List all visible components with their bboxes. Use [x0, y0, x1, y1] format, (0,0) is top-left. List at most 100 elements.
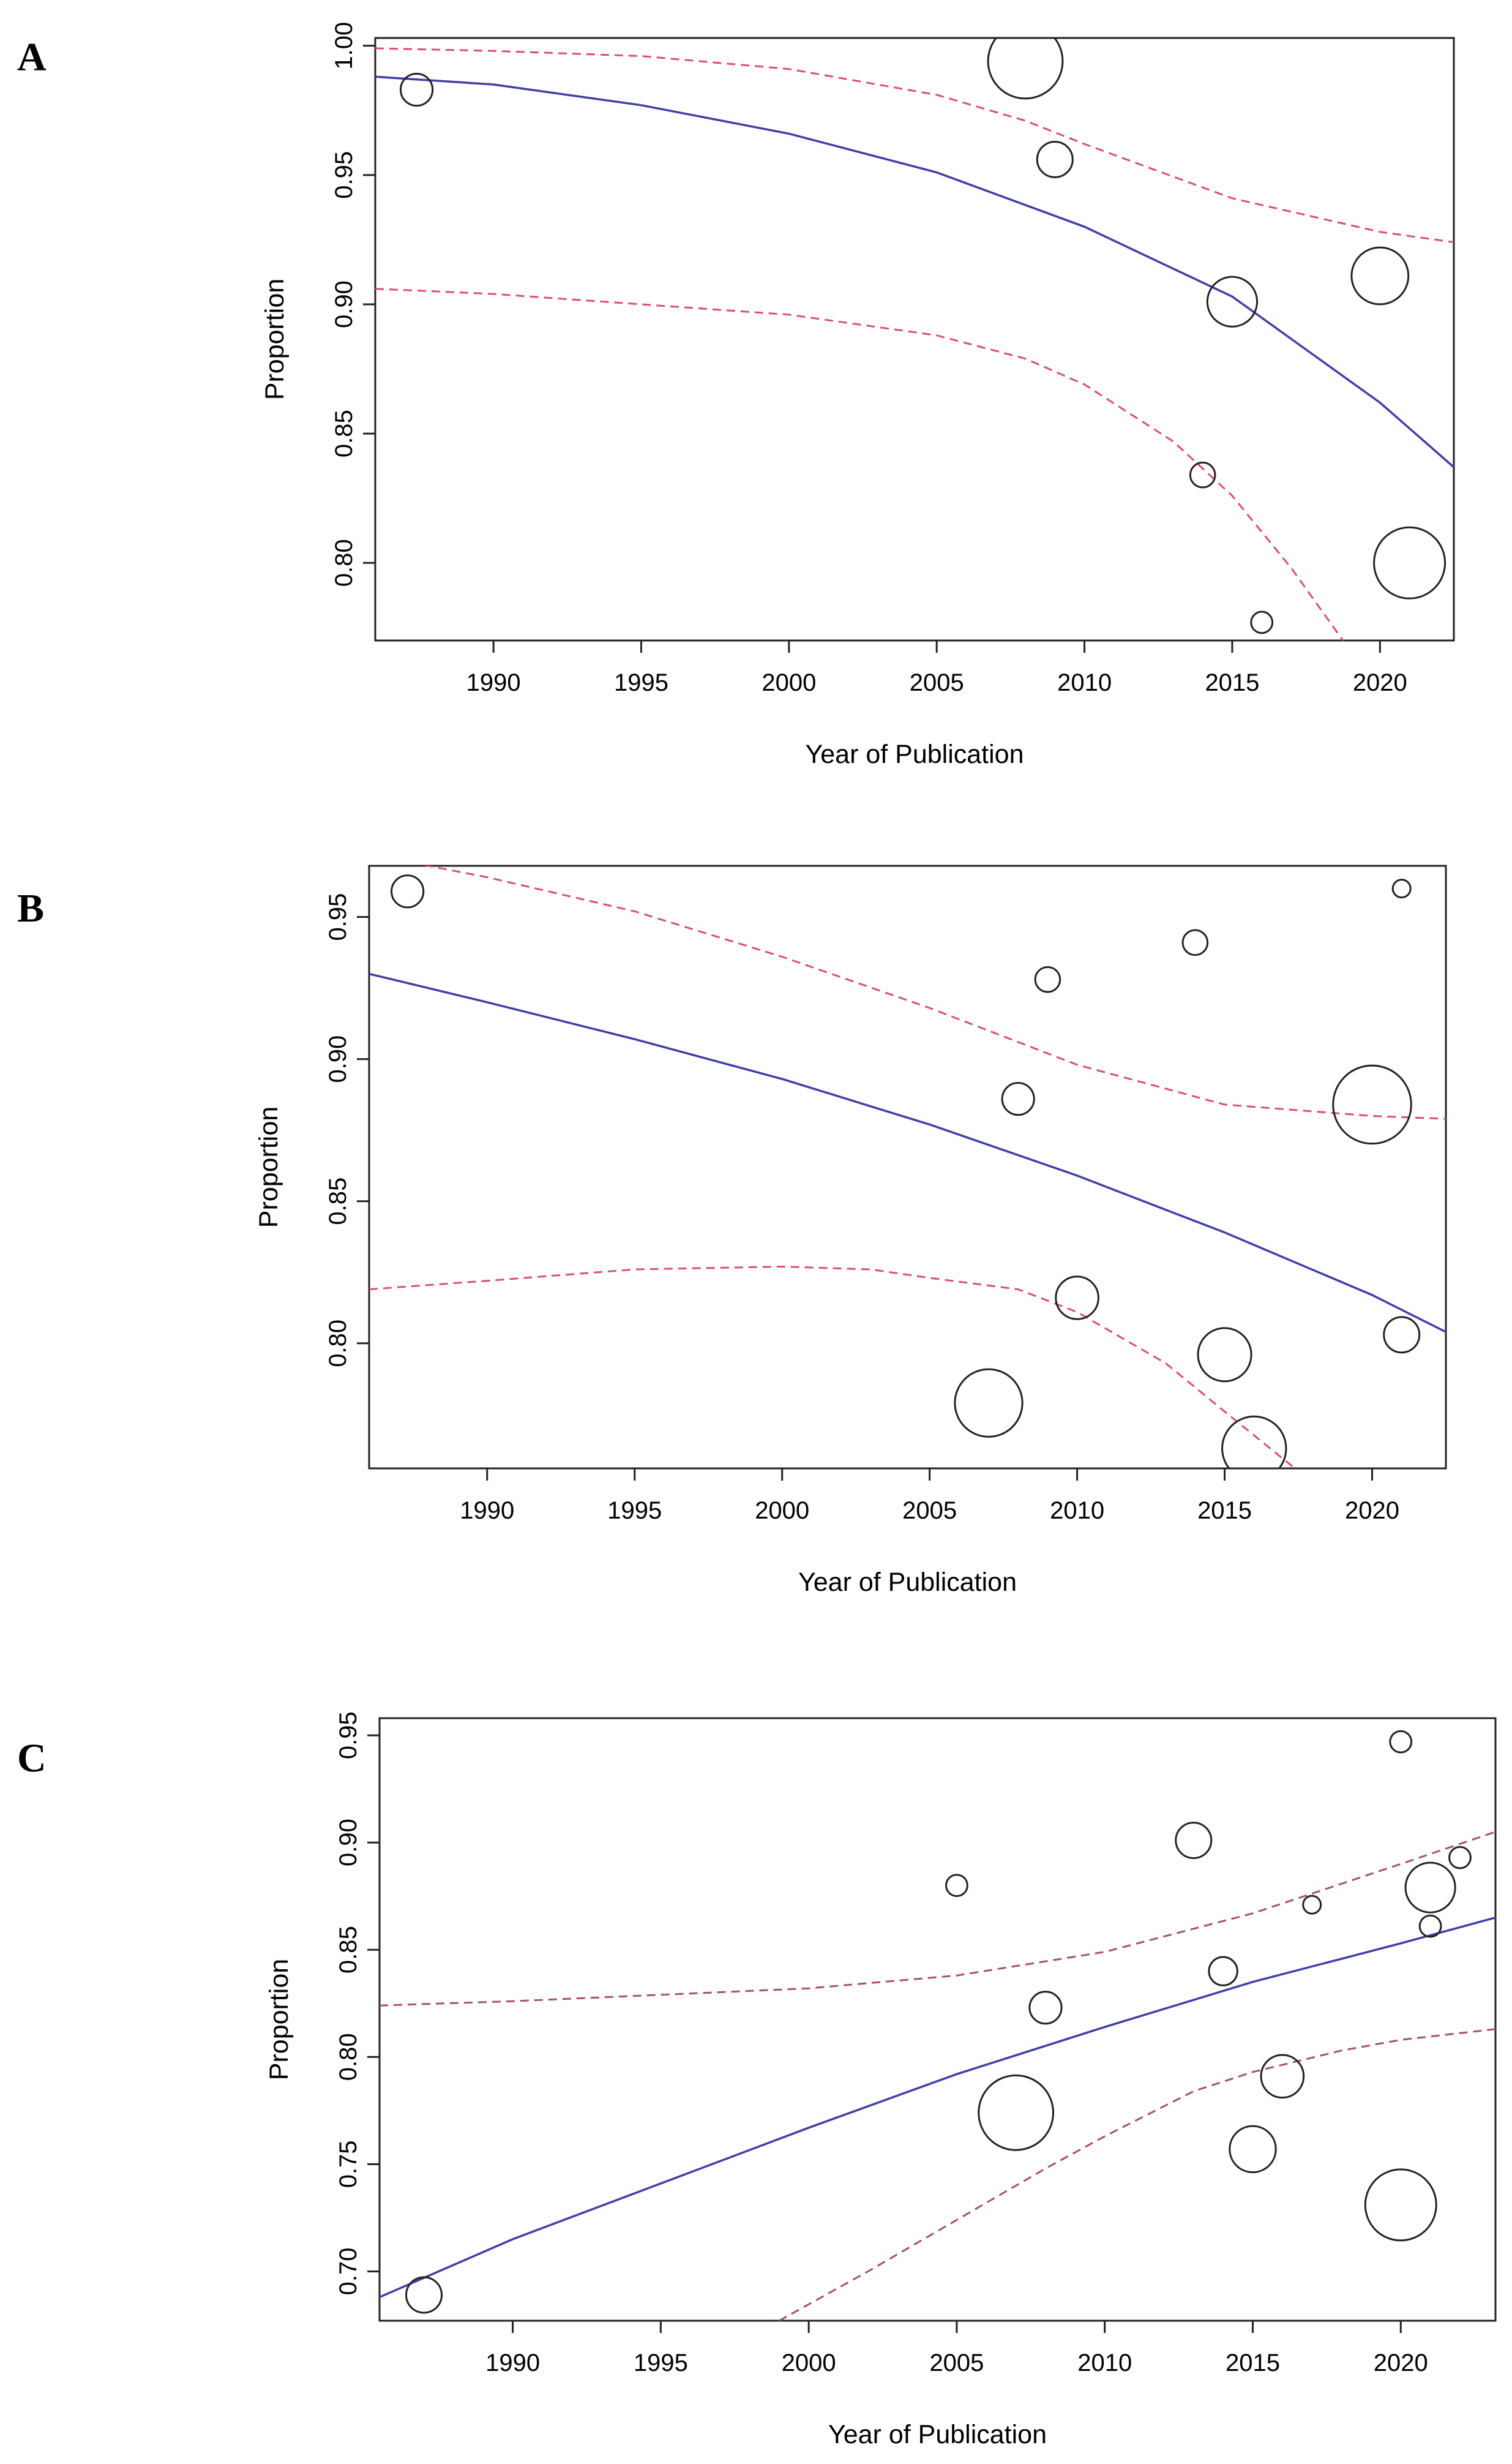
chart-b-ytick-label-0.95: 0.95 [324, 893, 351, 941]
chart-a-point-1 [399, 72, 434, 107]
chart-b-point-3 [1001, 1082, 1035, 1116]
chart-a-point-7 [1350, 246, 1410, 306]
chart-c-ci-upper [380, 1831, 1495, 2007]
chart-c-point-9 [1302, 1895, 1322, 1915]
chart-a-xtick-label-2005: 2005 [910, 669, 964, 696]
chart-c-point-5 [1175, 1822, 1213, 1860]
chart-c-points [405, 1730, 1472, 2314]
chart-c-frame [378, 1717, 1497, 2322]
chart-b-xtick-label-1995: 1995 [607, 1497, 662, 1524]
chart-b-ytick-label-0.85: 0.85 [324, 1178, 351, 1225]
chart-a-xtick-label-2020: 2020 [1353, 669, 1407, 696]
panel-letter-c: C [17, 1736, 47, 1781]
chart-b-fit-line [369, 972, 1446, 1333]
chart-b-ylabel: Proportion [254, 1106, 283, 1228]
chart-a-frame [374, 37, 1455, 642]
chart-c-point-4 [1028, 1991, 1063, 2025]
chart-a-fit-line [375, 75, 1454, 468]
chart-c-point-12 [1404, 1861, 1456, 1914]
chart-c-fit-line [380, 1917, 1495, 2299]
chart-b-point-7 [1197, 1327, 1252, 1383]
chart-b-xtick-label-2000: 2000 [755, 1497, 809, 1524]
chart-b-point-6 [1181, 929, 1209, 956]
chart-c-xlabel: Year of Publication [828, 2420, 1047, 2449]
chart-b-xlabel: Year of Publication [798, 1568, 1017, 1597]
chart-b-point-11 [1383, 1316, 1421, 1354]
chart-b-ci-lower [369, 1265, 1297, 1468]
chart-c-ytick-label-0.80: 0.80 [335, 2033, 362, 2081]
chart-a-xtick-label-1995: 1995 [614, 669, 668, 696]
chart-c-point-1 [405, 2276, 443, 2314]
chart-b-point-10 [1391, 879, 1412, 899]
panel-letter-a: A [17, 35, 47, 80]
chart-a-xtick-label-1990: 1990 [466, 669, 521, 696]
chart-c-point-6 [1208, 1956, 1238, 1986]
chart-a-point-2 [987, 38, 1064, 100]
chart-c-ytick-label-0.95: 0.95 [335, 1711, 362, 1759]
chart-a-ytick-label-0.95: 0.95 [331, 151, 357, 199]
chart-a-point-4 [1189, 461, 1216, 489]
chart-c-xtick-label-1990: 1990 [485, 2349, 540, 2376]
chart-a-xtick-label-2010: 2010 [1057, 669, 1112, 696]
chart-c-point-2 [945, 1874, 968, 1898]
chart-a-point-3 [1036, 140, 1074, 178]
panel-letter-b: B [17, 886, 45, 931]
chart-b: 1990 1995 2000 2005 2010 2015 2020 0.80 0.85 0.90… [254, 865, 1447, 1597]
chart-b-ytick-label-0.90: 0.90 [324, 1035, 351, 1083]
chart-b-lines [369, 866, 1446, 1468]
chart-a-lines [375, 47, 1454, 640]
chart-b-point-1 [391, 874, 425, 909]
chart-c-xtick-label-2020: 2020 [1374, 2349, 1428, 2376]
chart-c-xtick-label-2015: 2015 [1226, 2349, 1280, 2376]
chart-c-point-10 [1389, 1730, 1413, 1754]
chart-a-points [399, 38, 1447, 634]
chart-b-point-4 [1034, 966, 1061, 993]
chart-a: 1990 1995 2000 2005 2010 2015 2020 0.80 0.85 0.90… [260, 22, 1455, 769]
chart-a-point-6 [1250, 610, 1274, 634]
chart-c-lines [380, 1831, 1495, 2321]
chart-c-ci-lower [779, 2028, 1495, 2321]
chart-b-points [391, 874, 1421, 1468]
chart-b-frame [368, 865, 1447, 1470]
chart-b-xtick-label-2005: 2005 [902, 1497, 957, 1524]
chart-c-xtick-label-2000: 2000 [782, 2349, 836, 2376]
chart-c-point-13 [1418, 1914, 1442, 1938]
chart-c-point-14 [1448, 1846, 1472, 1869]
chart-c-ylabel: Proportion [264, 1959, 294, 2080]
chart-a-ci-lower [375, 288, 1344, 640]
chart-b-xtick-label-2020: 2020 [1345, 1497, 1399, 1524]
chart-a-xtick-label-2015: 2015 [1205, 669, 1259, 696]
chart-b-xtick-label-2010: 2010 [1050, 1497, 1104, 1524]
chart-c-point-8 [1260, 2054, 1305, 2099]
chart-c-ytick-label-0.85: 0.85 [335, 1926, 362, 1974]
chart-a-xlabel: Year of Publication [806, 740, 1024, 769]
chart-c-xtick-label-2010: 2010 [1077, 2349, 1132, 2376]
chart-a-ytick-label-1.00: 1.00 [331, 22, 357, 70]
chart-a-ytick-label-0.80: 0.80 [331, 539, 357, 587]
chart-c-xtick-label-2005: 2005 [929, 2349, 984, 2376]
chart-a-point-8 [1373, 526, 1447, 599]
chart-c-ytick-label-0.90: 0.90 [335, 1819, 362, 1866]
chart-c: 1990 1995 2000 2005 2010 2015 2020 0.70 0.75 0.80… [264, 1711, 1497, 2449]
chart-a-ytick-label-0.85: 0.85 [331, 410, 357, 457]
chart-a-ylabel: Proportion [260, 279, 290, 400]
chart-c-xtick-label-1995: 1995 [634, 2349, 688, 2376]
chart-c-point-7 [1229, 2125, 1277, 2174]
chart-a-point-5 [1206, 276, 1259, 328]
chart-a-ci-upper [375, 47, 1454, 244]
chart-b-point-8 [1221, 1415, 1287, 1468]
chart-c-point-11 [1364, 2168, 1437, 2242]
chart-c-ytick-label-0.70: 0.70 [335, 2248, 362, 2296]
chart-b-ytick-label-0.80: 0.80 [324, 1320, 351, 1367]
chart-b-point-2 [954, 1368, 1024, 1438]
chart-c-point-3 [978, 2074, 1055, 2151]
chart-a-ytick-label-0.90: 0.90 [331, 280, 357, 328]
chart-b-ci-upper [423, 866, 1446, 1120]
chart-b-xtick-label-2015: 2015 [1197, 1497, 1252, 1524]
chart-b-point-5 [1055, 1275, 1099, 1320]
chart-b-point-9 [1332, 1064, 1412, 1145]
chart-c-ytick-label-0.75: 0.75 [335, 2140, 362, 2188]
chart-a-xtick-label-2000: 2000 [762, 669, 816, 696]
chart-b-xtick-label-1990: 1990 [460, 1497, 514, 1524]
